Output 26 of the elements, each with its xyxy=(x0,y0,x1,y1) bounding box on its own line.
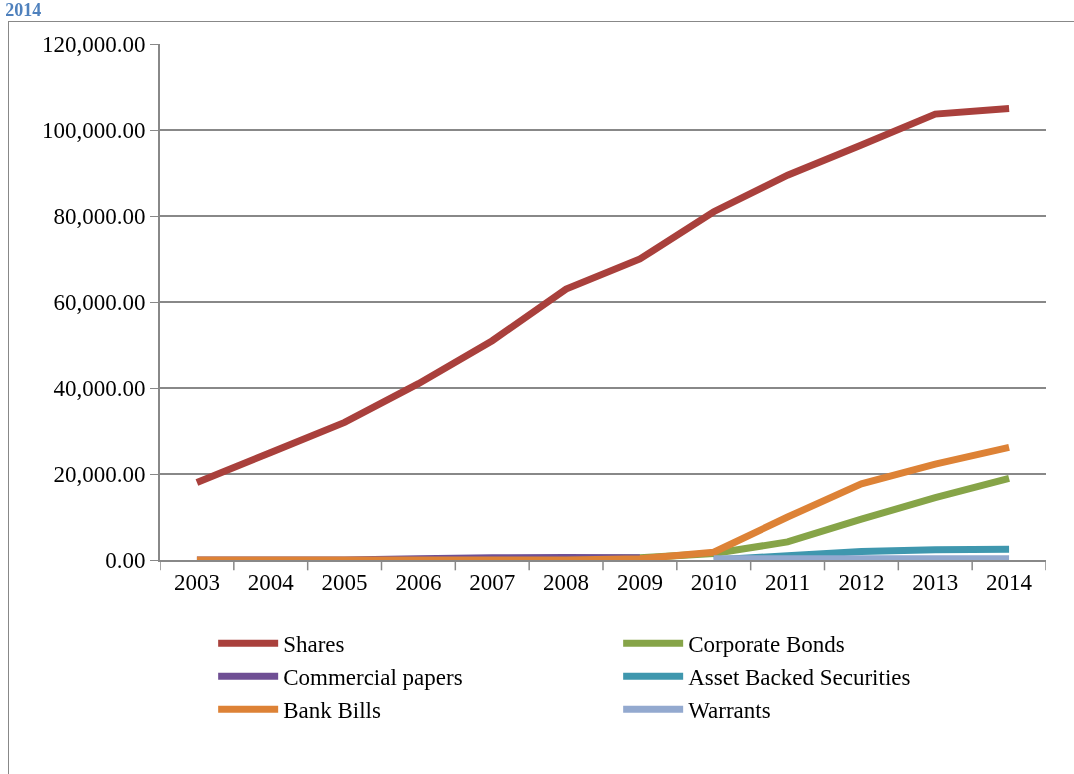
x-tick-label: 2004 xyxy=(247,569,295,595)
x-tick-label: 2013 xyxy=(912,569,959,595)
y-tick-label: 0.00 xyxy=(105,548,146,574)
legend-label: Warrants xyxy=(688,698,771,724)
x-tick-label: 2012 xyxy=(838,569,885,595)
x-tick-label: 2010 xyxy=(690,569,737,595)
x-tick-label: 2007 xyxy=(469,569,516,595)
y-tick-label: 20,000.00 xyxy=(53,462,146,488)
legend-label: Bank Bills xyxy=(283,698,381,724)
y-tick-label: 40,000.00 xyxy=(53,376,146,402)
legend-label: Corporate Bonds xyxy=(688,632,845,658)
x-tick-label: 2003 xyxy=(173,569,220,595)
y-tick-label: 60,000.00 xyxy=(53,290,146,316)
x-tick-label: 2009 xyxy=(616,569,663,595)
x-tick-label: 2006 xyxy=(395,569,442,595)
legend-label: Shares xyxy=(283,632,345,658)
y-tick-label: 80,000.00 xyxy=(53,204,146,230)
legend-label: Asset Backed Securities xyxy=(688,665,911,691)
chart-title: 2014 xyxy=(5,0,42,21)
x-tick-label: 2008 xyxy=(543,569,590,595)
x-tick-label: 2011 xyxy=(765,569,811,595)
y-tick-label: 120,000.00 xyxy=(41,32,146,58)
x-tick-label: 2005 xyxy=(321,569,368,595)
x-tick-label: 2014 xyxy=(986,569,1033,595)
y-tick-label: 100,000.00 xyxy=(41,118,146,144)
legend-label: Commercial papers xyxy=(283,665,463,691)
